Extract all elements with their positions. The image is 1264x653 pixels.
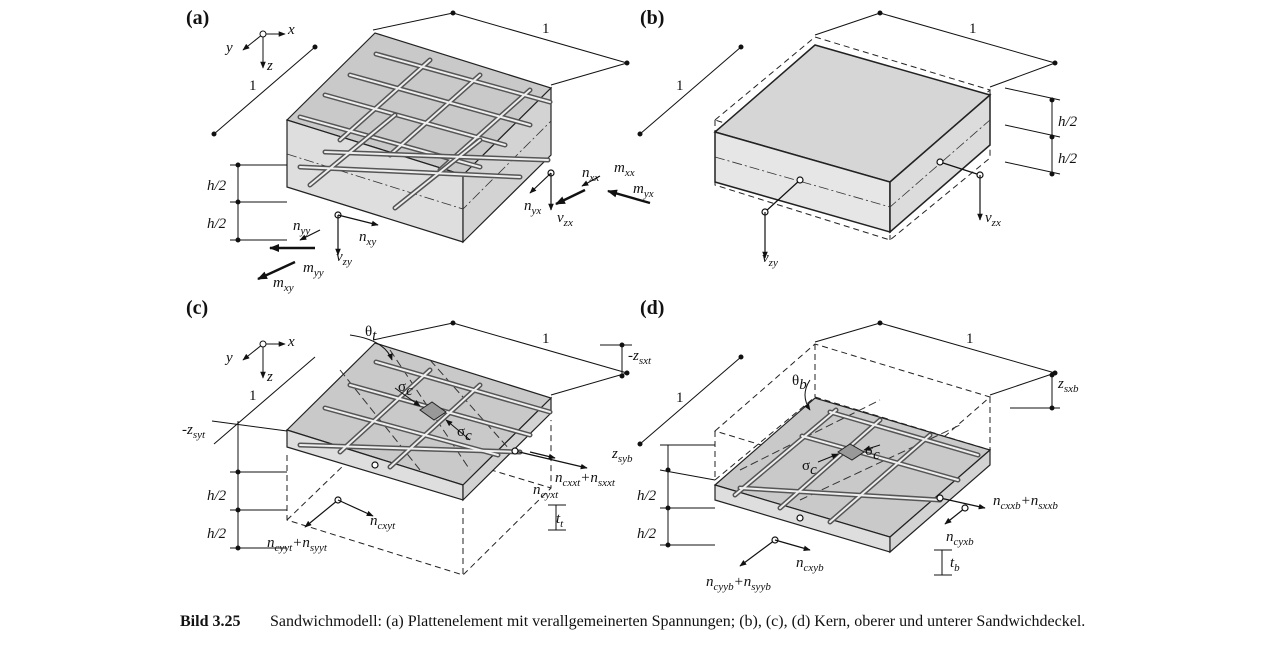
force-label-nyx: nyx	[524, 198, 541, 217]
axis-y-label: y	[224, 40, 233, 56]
dim-half-thickness-d2: h/2	[637, 526, 657, 542]
axis-x-label-c: x	[287, 334, 295, 350]
angle-label-c: θt	[365, 324, 377, 344]
force-label-c-xy: ncxyt	[370, 513, 396, 532]
dim-length-label-d2: 1	[676, 390, 684, 406]
dim-length-label-a1: 1	[542, 21, 550, 37]
z-side-label-c: -zsyt	[182, 422, 206, 441]
panel-a: (a) x y z	[186, 7, 654, 294]
dimension-lines-a	[211, 10, 630, 243]
dim-length-label-a2: 1	[249, 78, 257, 94]
dimension-lines-b	[637, 10, 1061, 177]
dim-half-thickness-c2: h/2	[207, 526, 227, 542]
force-label-myx: myx	[633, 181, 654, 200]
thickness-label-d: tb	[950, 555, 960, 574]
stress-label-d2: σc	[865, 443, 880, 463]
force-label-vzy: vzy	[336, 249, 352, 268]
dim-half-thickness-d1: h/2	[637, 488, 657, 504]
dim-length-label-c2: 1	[249, 388, 257, 404]
panel-label-a: (a)	[186, 7, 209, 29]
z-top-label-c: -zsxt	[628, 348, 652, 367]
force-label-d-xy: ncxyb	[796, 555, 824, 574]
dim-length-label-b2: 1	[676, 78, 684, 94]
panel-c: (c) x y z	[182, 297, 652, 576]
dim-half-thickness-a1: h/2	[207, 178, 227, 194]
sandwich-model-figure: (a) x y z	[182, 7, 1079, 593]
dim-length-label-b1: 1	[969, 21, 977, 37]
force-label-myy: myy	[303, 260, 324, 279]
axis-triad-c	[242, 340, 286, 379]
panel-b: (b) 1 1	[637, 7, 1078, 269]
caption-text: Sandwichmodell: (a) Plattenelement mit v…	[270, 613, 1086, 630]
force-label-c-y: ncyyt+nsyyt	[267, 535, 328, 554]
axis-y-label-c: y	[224, 350, 233, 366]
force-label-mxx: mxx	[614, 160, 635, 179]
angle-label-d: θb	[792, 373, 807, 393]
axis-x-label: x	[287, 22, 295, 38]
stress-label-c1: σc	[398, 379, 413, 399]
dim-length-label-c1: 1	[542, 331, 550, 347]
shear-arrows-b	[761, 158, 984, 259]
figure-caption: Bild 3.25 Sandwichmodell: (a) Plattenele…	[180, 611, 1086, 632]
dimension-lines-d	[637, 320, 1060, 576]
force-label-d-x: ncxxb+nsxxb	[993, 493, 1058, 512]
force-label-c-x: ncxxt+nsxxt	[555, 470, 616, 489]
force-label-nxy: nxy	[359, 229, 376, 248]
axis-z-label-c: z	[266, 369, 273, 385]
axis-triad-a	[242, 30, 286, 69]
stress-element-c	[419, 401, 447, 421]
axis-z-label: z	[266, 58, 273, 74]
panel-label-d: (d)	[640, 297, 664, 319]
caption-number: Bild 3.25	[180, 613, 241, 630]
core-box	[713, 44, 992, 234]
z-top-label-d: zsxb	[1057, 376, 1079, 395]
force-label-c-yx: ncyxt	[533, 482, 559, 501]
force-arrows-y-face	[257, 211, 379, 281]
dim-half-thickness-a2: h/2	[207, 216, 227, 232]
force-arrows-x-face	[529, 169, 651, 211]
stress-label-d1: σc	[802, 458, 817, 478]
dim-half-thickness-b1: h/2	[1058, 114, 1078, 130]
panel-label-c: (c)	[186, 297, 208, 319]
stress-element-d	[837, 443, 865, 461]
force-label-vzx: vzx	[557, 210, 573, 229]
thickness-label-c: tt	[556, 511, 564, 530]
dimension-lines-c	[211, 320, 632, 551]
force-label-d-yx: ncyxb	[946, 529, 974, 548]
shear-label-vzy: vzy	[762, 250, 778, 269]
force-label-d-y: ncyyb+nsyyb	[706, 574, 771, 593]
z-side-label-d: zsyb	[611, 446, 633, 465]
panel-label-b: (b)	[640, 7, 664, 29]
shear-label-vzx: vzx	[985, 210, 1001, 229]
force-label-mxy: mxy	[273, 275, 294, 294]
force-label-nyy: nyy	[293, 218, 310, 237]
dim-half-thickness-c1: h/2	[207, 488, 227, 504]
panel-d: (d)	[611, 297, 1079, 593]
dim-half-thickness-b2: h/2	[1058, 151, 1078, 167]
stress-label-c2: σc	[457, 424, 472, 444]
dim-length-label-d1: 1	[966, 331, 974, 347]
force-label-nxx: nxx	[582, 165, 599, 184]
mid-plane-line	[286, 120, 552, 210]
